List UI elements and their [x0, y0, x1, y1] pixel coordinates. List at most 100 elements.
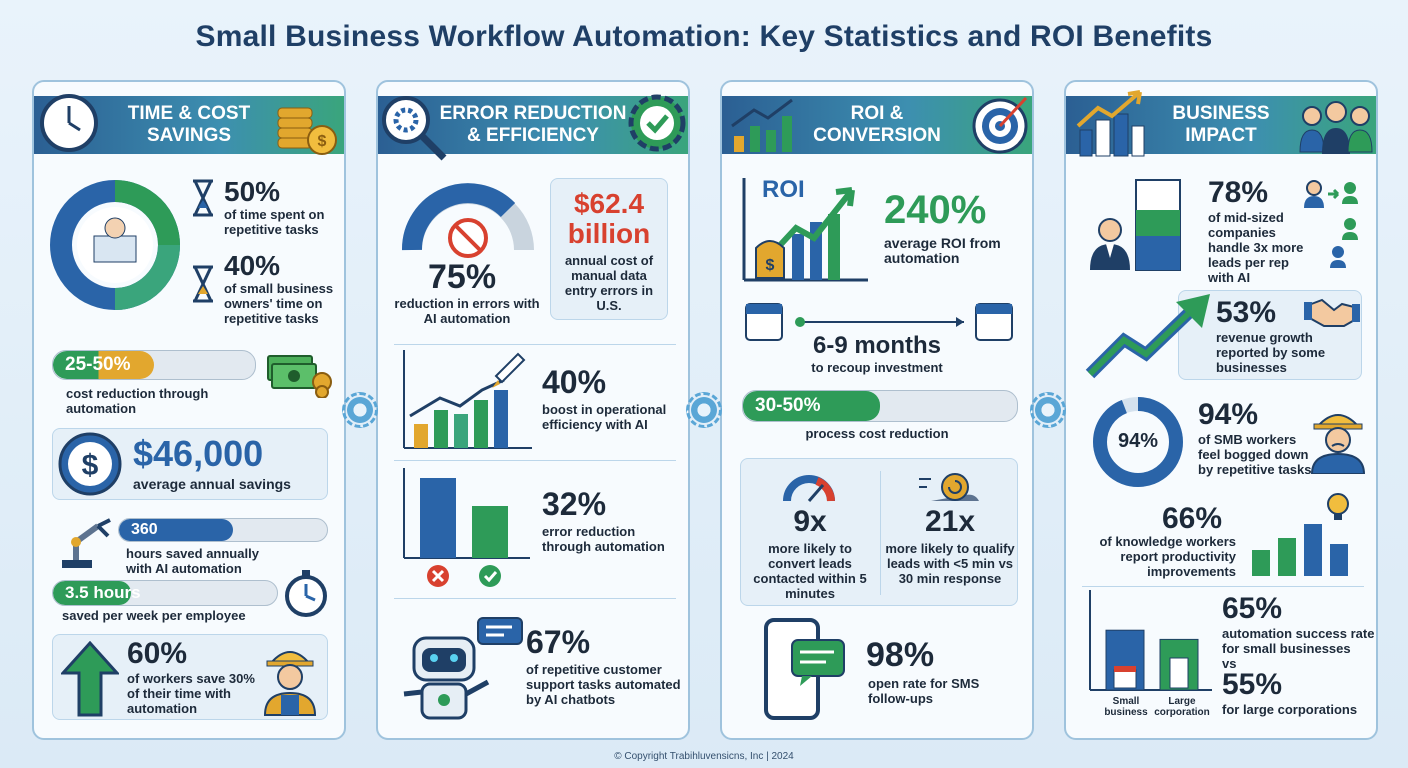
workers-value: 60% — [127, 637, 188, 670]
svg-text:$: $ — [766, 257, 775, 274]
column-business-impact: BUSINESS IMPACT 78% of mid-sized compani… — [1064, 80, 1378, 740]
bogged-value: 94% — [1198, 398, 1259, 431]
roi-chart: $ — [742, 178, 868, 282]
weekly-hours-bar: 3.5 hours — [52, 580, 278, 606]
sms-text: open rate for SMS follow-ups — [868, 676, 980, 706]
money-stack-icon — [267, 355, 332, 398]
knowledge-text: of knowledge workers report productivity… — [1099, 534, 1236, 579]
gauge-value: 75% — [428, 258, 497, 296]
conv2-value: 21x — [924, 505, 976, 538]
boost-text: boost in operational efficiency with AI — [542, 402, 667, 432]
bogged-donut-chart — [1093, 397, 1183, 487]
team-icon — [1299, 101, 1373, 154]
coins-icon: $ — [277, 107, 337, 155]
chatbot-robot-icon — [403, 617, 523, 720]
error-cost-value: $62.4 billion — [567, 188, 651, 249]
payback-value: 6-9 months — [812, 332, 941, 359]
rocket-chart-icon — [403, 350, 532, 449]
bar-value: 360 — [131, 521, 158, 538]
leads-value: 78% — [1208, 176, 1269, 209]
process-cost-bar: 30-50% — [742, 390, 1018, 422]
stopwatch-icon — [285, 570, 327, 617]
growth-text: revenue growth reported by some business… — [1216, 330, 1326, 375]
bar-value: 3.5 hours — [65, 583, 141, 602]
error-reduction-value: 32% — [542, 486, 607, 522]
speedometer-icon — [783, 475, 835, 502]
growth-arrow-icon — [1085, 294, 1210, 379]
header-line-1: TIME & COST — [127, 103, 251, 124]
bogged-text: of SMB workers feel bogged down by repet… — [1198, 432, 1312, 477]
error-cost-text: annual cost of manual data entry errors … — [564, 253, 654, 313]
savings-card: $ $46,000 average annual savings — [52, 428, 328, 500]
worker-icon — [263, 651, 317, 716]
productivity-bars-icon — [1252, 493, 1349, 576]
donut-label: 94% — [1117, 430, 1159, 452]
success-rate-chart — [1089, 590, 1212, 691]
clock-icon — [40, 94, 98, 152]
bar-value: 25-50% — [65, 354, 131, 375]
leads-text: of mid-sized companies handle 3x more le… — [1208, 210, 1304, 285]
divider — [394, 460, 676, 461]
success-large-text: for large corporations — [1222, 702, 1358, 717]
divider — [394, 344, 676, 345]
divider — [1082, 586, 1364, 587]
gear-icon — [686, 392, 722, 428]
header-line-2: CONVERSION — [813, 125, 941, 146]
header-line-2: & EFFICIENCY — [467, 125, 599, 146]
vs-text: vs — [1222, 656, 1237, 671]
header-line-2: IMPACT — [1185, 125, 1257, 146]
tired-worker-icon — [1310, 414, 1366, 474]
stat-time-text: of time spent on repetitive tasks — [224, 207, 325, 237]
success-large-value: 55% — [1222, 668, 1283, 701]
gear-icon — [1030, 392, 1066, 428]
hourglass-icon — [193, 179, 213, 217]
leads-bar-icon — [1090, 179, 1181, 271]
boost-value: 40% — [542, 364, 607, 400]
bar-small-label: Small business — [1104, 696, 1148, 718]
revenue-growth-card — [1178, 290, 1362, 380]
magnifier-gear-icon — [382, 96, 447, 161]
column-time-cost-savings: TIME & COST SAVINGS $ 50% of time spent … — [32, 80, 346, 740]
timeline-calendar — [745, 303, 1013, 341]
gear-check-icon — [628, 94, 686, 152]
roi-value: 240% — [884, 188, 987, 232]
header-line-2: SAVINGS — [146, 125, 232, 146]
conversion-card: 9x more likely to convert leads contacte… — [740, 458, 1018, 606]
hours-saved-text: hours saved annually with AI automation — [126, 546, 259, 576]
hours-saved-bar: 360 — [118, 518, 328, 542]
gear-icon — [342, 392, 378, 428]
savings-value: $46,000 — [133, 433, 264, 474]
stat-owners-value: 40% — [224, 250, 281, 281]
header-line-1: ROI & — [850, 103, 904, 124]
header-line-1: BUSINESS — [1172, 103, 1270, 124]
growth-chart-icon — [731, 98, 793, 152]
column-error-reduction: ERROR REDUCTION & EFFICIENCY 75% reducti… — [376, 80, 690, 740]
header-line-1: ERROR REDUCTION — [439, 103, 627, 124]
chatbot-text: of repetitive customer support tasks aut… — [526, 662, 681, 707]
phone-sms-icon — [764, 618, 845, 720]
stat-owners-text: of small business owners' time on repeti… — [224, 281, 334, 326]
gauge-text: reduction in errors with AI automation — [394, 296, 540, 326]
page-title: Small Business Workflow Automation: Key … — [195, 20, 1213, 53]
process-cost-text: process cost reduction — [805, 426, 949, 441]
copyright-footer: © Copyright Trabihluvensicns, Inc | 2024 — [614, 751, 794, 762]
error-gauge — [401, 183, 534, 258]
error-reduction-text: error reduction through automation — [542, 524, 665, 554]
error-cost-card: $62.4 billion annual cost of manual data… — [550, 178, 668, 320]
bar-fill — [119, 519, 234, 541]
conv1-value: 9x — [793, 505, 827, 538]
payback-text: to recoup investment — [811, 360, 943, 375]
stat-time-value: 50% — [224, 176, 281, 207]
growth-value: 53% — [1216, 296, 1277, 329]
column-roi-conversion: ROI & CONVERSION $ ROI 240% average ROI … — [720, 80, 1034, 740]
bar-large-label: Large corporation — [1154, 696, 1210, 718]
target-icon — [972, 96, 1028, 154]
conv1-text: more likely to convert leads contacted w… — [753, 541, 867, 601]
conv2-text: more likely to qualify leads with <5 min… — [885, 541, 1015, 586]
roi-text: average ROI from automation — [884, 235, 1001, 266]
bar-value: 30-50% — [755, 395, 821, 416]
time-donut-chart — [50, 180, 180, 310]
roi-label: ROI — [762, 176, 805, 203]
cost-reduction-bar: 25-50% — [52, 350, 256, 380]
people-network-icon — [1304, 180, 1358, 268]
